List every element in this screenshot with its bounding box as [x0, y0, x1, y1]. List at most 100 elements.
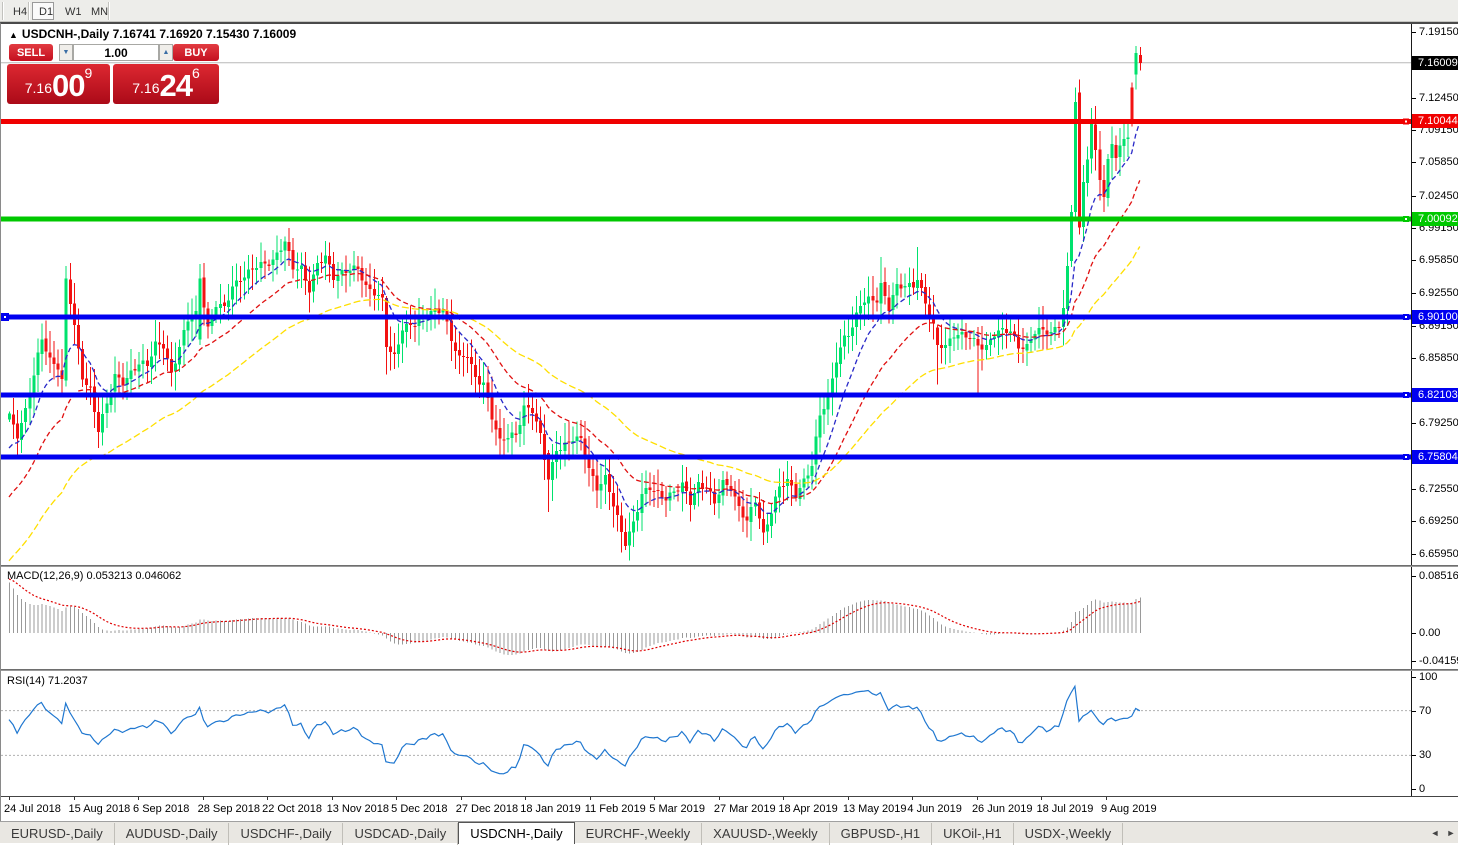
timeframe-button-h4[interactable]: H4: [6, 2, 28, 20]
timeframe-button-w1[interactable]: W1: [58, 2, 82, 20]
candle-body: [818, 415, 822, 438]
level-line-6.90100[interactable]: [1, 314, 1411, 320]
sell-button[interactable]: SELL: [9, 44, 53, 61]
candle-body: [494, 420, 498, 430]
candle-body: [441, 309, 445, 313]
chart-title-text: USDCNH-,Daily 7.16741 7.16920 7.15430 7.…: [21, 27, 297, 41]
candle-body: [984, 344, 988, 350]
candle-body: [226, 300, 230, 307]
buy-button[interactable]: BUY: [173, 44, 219, 61]
macd-rsi-divider[interactable]: [1, 669, 1458, 671]
chart-tab-audusd-daily[interactable]: AUDUSD-,Daily: [115, 823, 230, 845]
candle-body: [583, 438, 587, 458]
candle-body: [810, 465, 814, 477]
axis-tick-mark: [1412, 326, 1416, 328]
collapse-chart-icon[interactable]: ▲: [9, 30, 18, 40]
candle-body: [413, 325, 417, 327]
candle-body: [632, 521, 636, 533]
date-axis: 24 Jul 2018 15 Aug 2018 6 Sep 2018 28 Sep 2…: [1, 797, 1411, 821]
candle-body: [717, 494, 721, 504]
date-tick-mark: [460, 797, 462, 800]
level-line-7.10044[interactable]: [1, 118, 1411, 124]
chart-tab-eurchf-weekly[interactable]: EURCHF-,Weekly: [575, 823, 703, 845]
candle-body: [733, 490, 737, 497]
timeframe-button-mn[interactable]: MN: [84, 2, 108, 20]
chart-canvas[interactable]: [1, 24, 1411, 797]
price-axis: 7.19150 7.12450 7.09150 7.05850 7.02450 6.991…: [1411, 24, 1458, 797]
timeframe-button-d1[interactable]: D1: [32, 2, 54, 20]
level-line-7.00092[interactable]: [1, 216, 1411, 222]
candle-body: [328, 255, 332, 265]
trade-controls-row: SELL ▼ ▲ BUY: [7, 44, 219, 61]
candle-body: [437, 308, 441, 313]
chart-tab-xauusd-weekly[interactable]: XAUUSD-,Weekly: [702, 823, 830, 845]
level-price-badge: 6.90100: [1412, 309, 1458, 324]
candle-body: [1122, 138, 1126, 146]
candle-body: [782, 486, 786, 488]
candle-body: [137, 364, 141, 372]
level-line-6.82103[interactable]: [1, 392, 1411, 398]
candle-body: [887, 297, 891, 311]
candle-body: [879, 282, 883, 304]
axis-tick-mark: [1412, 195, 1416, 197]
candle-body: [125, 377, 129, 385]
candle-body: [1017, 336, 1021, 349]
candle-body: [210, 315, 214, 327]
candle-body: [1114, 144, 1118, 158]
level-line-handle-dot: [1405, 120, 1407, 123]
candle-body: [8, 413, 11, 420]
candle-body: [1000, 328, 1004, 330]
date-tick-mark: [331, 797, 333, 800]
axis-tick-mark: [1412, 553, 1416, 555]
chart-tab-ukoil-h1[interactable]: UKOil-,H1: [932, 823, 1014, 845]
sell-price-display[interactable]: 7.16 00 9: [7, 64, 110, 104]
candle-body: [790, 479, 794, 486]
candle-body: [89, 386, 93, 388]
candle-body: [202, 277, 206, 308]
level-line-6.75804[interactable]: [1, 454, 1411, 460]
candle-body: [259, 262, 263, 269]
candle-body: [1102, 180, 1106, 198]
candle-body: [923, 287, 927, 304]
volume-decrease-icon[interactable]: ▼: [59, 44, 73, 61]
candle-body: [611, 493, 615, 507]
candle-body: [178, 346, 182, 365]
date-label: 13 Nov 2018: [326, 803, 390, 815]
candle-body: [182, 329, 186, 346]
chart-tab-usdchf-daily[interactable]: USDCHF-,Daily: [229, 823, 344, 845]
candle-body: [713, 491, 717, 504]
axis-tick-mark: [1412, 576, 1416, 578]
candle-body: [32, 375, 36, 396]
chart-tab-usdx-weekly[interactable]: USDX-,Weekly: [1014, 823, 1124, 845]
candle-body: [1130, 87, 1134, 122]
candle-body: [388, 346, 392, 352]
candle-body: [384, 298, 388, 348]
date-label: 18 Apr 2019: [778, 803, 838, 815]
candle-body: [794, 484, 798, 499]
tab-scroll-left-icon[interactable]: ◄: [1428, 825, 1442, 841]
chart-window[interactable]: ▲ USDCNH-,Daily 7.16741 7.16920 7.15430 7…: [0, 22, 1458, 821]
candle-body: [591, 468, 595, 477]
chart-tab-usdcad-daily[interactable]: USDCAD-,Daily: [343, 823, 459, 845]
candle-body: [324, 255, 328, 264]
ma-slow-line: [8, 246, 1141, 562]
chart-tab-usdcnh-daily[interactable]: USDCNH-,Daily: [458, 822, 575, 844]
buy-price-display[interactable]: 7.16 24 6: [113, 64, 219, 104]
candle-body: [745, 516, 749, 521]
tab-scroll-right-icon[interactable]: ►: [1444, 825, 1458, 841]
price-tick-label: 6.85850: [1419, 352, 1458, 365]
price-tick-label: 7.12450: [1419, 91, 1458, 104]
candle-body: [368, 284, 372, 290]
volume-increase-icon[interactable]: ▲: [159, 44, 173, 61]
candle-body: [883, 281, 887, 297]
candle-body: [891, 295, 895, 311]
sell-price-big: 00: [51, 68, 85, 103]
price-macd-divider[interactable]: [1, 565, 1458, 567]
candle-body: [279, 250, 283, 252]
volume-input[interactable]: [73, 44, 159, 61]
chart-tab-gbpusd-h1[interactable]: GBPUSD-,H1: [830, 823, 933, 845]
rsi-tick-label: 70: [1419, 704, 1432, 717]
chart-tab-eurusd-daily[interactable]: EURUSD-,Daily: [0, 823, 115, 845]
price-tick-label: 6.92550: [1419, 286, 1458, 299]
candle-body: [871, 295, 875, 301]
